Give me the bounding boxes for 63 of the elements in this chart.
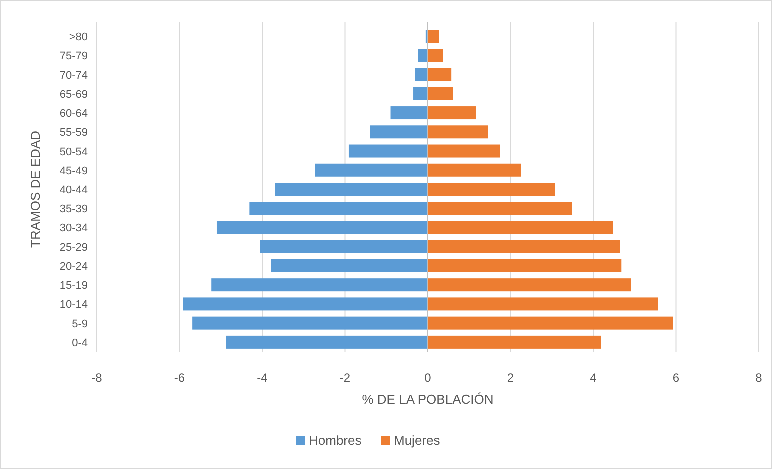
y-tick-label: 30-34 (60, 222, 88, 235)
bar (216, 221, 428, 234)
bar (428, 164, 522, 177)
bar (192, 316, 428, 330)
x-tick-label: 8 (756, 371, 763, 385)
bar (418, 49, 428, 62)
bar (428, 106, 476, 120)
y-tick-label: 15-19 (60, 280, 88, 292)
bar (428, 298, 658, 311)
y-tick-label: 50-54 (60, 146, 88, 158)
legend-label: Hombres (309, 433, 362, 448)
y-tick-label: 20-24 (60, 260, 88, 273)
bar (428, 49, 444, 62)
y-tick-label: >80 (69, 32, 88, 44)
bar (428, 336, 602, 349)
x-axis-title: % DE LA POBLACIÓN (362, 392, 494, 407)
y-tick-label: 25-29 (60, 242, 88, 254)
bar (212, 278, 428, 292)
bar (428, 126, 488, 139)
bar (415, 68, 428, 82)
y-tick-label: 75-79 (60, 50, 88, 63)
bar (275, 183, 428, 196)
y-tick-label: 5-9 (72, 318, 88, 330)
y-tick-label: 55-59 (60, 127, 88, 140)
y-tick-label: 45-49 (60, 165, 88, 178)
y-tick-label: 65-69 (60, 88, 88, 101)
bar (428, 221, 614, 234)
bar (428, 68, 452, 82)
y-axis-title: TRAMOS DE EDAD (28, 130, 43, 248)
bar (428, 316, 674, 330)
bar (428, 30, 440, 44)
bar (428, 87, 454, 100)
bar (428, 144, 500, 158)
x-tick-label: -8 (92, 371, 103, 385)
x-tick-label: 0 (424, 371, 432, 385)
bar (428, 259, 622, 272)
bar (370, 126, 428, 139)
x-tick-label: 2 (507, 371, 514, 385)
bar (428, 278, 632, 292)
y-tick-label: 60-64 (60, 108, 88, 120)
bar (183, 298, 428, 311)
bar (271, 259, 428, 272)
x-tick-label: 6 (672, 371, 680, 385)
legend-label: Mujeres (394, 433, 441, 448)
bar (315, 164, 428, 177)
bar (390, 106, 428, 120)
y-tick-label: 70-74 (60, 70, 88, 82)
x-tick-label: 4 (590, 371, 598, 385)
y-tick-label: 0-4 (72, 337, 88, 350)
x-tick-label: -4 (257, 371, 268, 385)
y-tick-label: 35-39 (60, 204, 88, 216)
bar (348, 144, 428, 158)
x-tick-label: -6 (174, 371, 186, 385)
x-tick-label: -2 (340, 371, 351, 385)
bar (414, 87, 428, 100)
bar (260, 240, 428, 254)
y-tick-label: 40-44 (60, 184, 88, 196)
bar (250, 202, 428, 216)
bar (428, 202, 572, 216)
y-tick-label: 10-14 (60, 299, 88, 312)
bar (226, 336, 428, 349)
bar (428, 183, 556, 196)
bar (428, 240, 620, 254)
